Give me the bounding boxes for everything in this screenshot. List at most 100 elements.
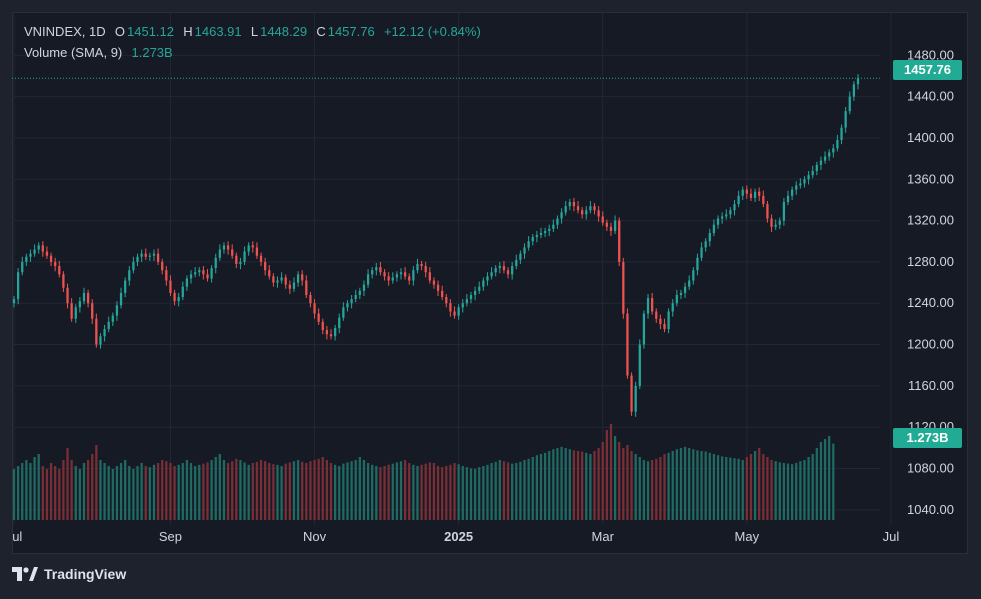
volume-bar bbox=[387, 464, 390, 520]
candle-body bbox=[333, 328, 337, 337]
volume-bar bbox=[712, 454, 716, 520]
volume-bar bbox=[41, 466, 44, 520]
volume-bar bbox=[716, 455, 720, 520]
volume-bar bbox=[210, 460, 213, 520]
candle-body bbox=[741, 189, 744, 196]
volume-bar bbox=[366, 463, 370, 520]
volume-bar bbox=[745, 457, 748, 520]
volume-bar bbox=[552, 449, 555, 520]
volume-bar bbox=[226, 463, 230, 520]
candle-body bbox=[659, 318, 662, 324]
volume-bar bbox=[556, 448, 559, 520]
volume-bar bbox=[589, 454, 592, 520]
volume-bar bbox=[45, 469, 49, 520]
candle-body bbox=[424, 266, 427, 273]
volume-bar bbox=[560, 446, 563, 520]
candle-body bbox=[832, 148, 835, 153]
price-axis[interactable]: 1480.00 1440.00 1400.00 1360.00 1320.00 1280.… bbox=[907, 47, 954, 517]
volume-bar bbox=[478, 467, 481, 520]
volume-bar bbox=[725, 457, 728, 520]
open-value: 1451.12 bbox=[127, 24, 174, 39]
candle-body bbox=[568, 202, 571, 207]
candle-body bbox=[136, 256, 139, 262]
candle-body bbox=[111, 315, 114, 322]
volume-bar bbox=[99, 460, 102, 520]
candle-body bbox=[358, 290, 361, 295]
candle-body bbox=[383, 272, 386, 277]
volume-bar bbox=[790, 464, 794, 520]
price-chart[interactable]: 1480.00 1440.00 1400.00 1360.00 1320.00 1280.… bbox=[12, 12, 968, 554]
candle-body bbox=[395, 274, 399, 278]
volume-label[interactable]: Volume (SMA, 9) bbox=[24, 45, 123, 60]
volume-bar bbox=[424, 463, 427, 520]
candle-body bbox=[214, 257, 217, 269]
tradingview-logo[interactable]: TradingView bbox=[12, 566, 126, 582]
volume-bar bbox=[21, 463, 24, 520]
volume-bar bbox=[161, 460, 164, 520]
volume-bar bbox=[255, 461, 259, 520]
volume-bar bbox=[325, 460, 329, 520]
volume-bar bbox=[78, 469, 82, 520]
candle-body bbox=[786, 195, 790, 203]
candle-body bbox=[848, 96, 851, 112]
volume-bar bbox=[247, 464, 250, 520]
candle-body bbox=[329, 334, 333, 337]
candle-body bbox=[704, 241, 707, 248]
volume-bar bbox=[284, 463, 287, 520]
candle-body bbox=[449, 303, 452, 312]
candle-body bbox=[618, 220, 621, 262]
ohlc-legend: VNINDEX, 1D O 1451.12 H 1463.91 L 1448.29 C… bbox=[24, 24, 483, 39]
volume-bar bbox=[696, 450, 699, 520]
candle-body bbox=[585, 210, 588, 215]
candle-body bbox=[152, 253, 156, 256]
candle-body bbox=[177, 297, 180, 302]
candle-body bbox=[346, 303, 349, 308]
candle-body bbox=[296, 274, 300, 283]
volume-bar bbox=[235, 458, 238, 520]
volume-bar bbox=[527, 458, 530, 520]
volume-bar bbox=[568, 449, 571, 520]
candle-body bbox=[795, 185, 798, 190]
candle-body bbox=[721, 216, 724, 219]
x-tick-label: May bbox=[735, 529, 760, 544]
volume-bar bbox=[811, 454, 814, 520]
volume-bars bbox=[12, 424, 835, 520]
volume-bar bbox=[823, 439, 827, 520]
volume-bar bbox=[107, 466, 110, 520]
candle-body bbox=[663, 323, 666, 330]
candle-body bbox=[807, 175, 810, 180]
volume-bar bbox=[663, 454, 666, 520]
candle-body bbox=[856, 78, 860, 85]
candle-body bbox=[478, 286, 481, 291]
candle-body bbox=[733, 204, 736, 211]
time-axis[interactable]: Jul Sep Nov 2025 Mar May Jul bbox=[12, 529, 899, 544]
candle-body bbox=[91, 303, 94, 319]
volume-bar bbox=[276, 464, 279, 520]
candle-body bbox=[531, 237, 534, 242]
candle-body bbox=[490, 272, 493, 277]
volume-bar bbox=[819, 442, 823, 520]
volume-bar bbox=[156, 463, 160, 520]
candle-body bbox=[651, 298, 654, 312]
candle-body bbox=[41, 245, 44, 252]
volume-bar bbox=[119, 463, 123, 520]
candle-body bbox=[445, 297, 448, 304]
volume-bar bbox=[268, 463, 271, 520]
volume-bar bbox=[741, 460, 744, 520]
volume-bar bbox=[539, 454, 543, 520]
y-tick-label: 1400.00 bbox=[907, 130, 954, 145]
candle-body bbox=[461, 303, 464, 308]
volume-bar bbox=[465, 467, 469, 520]
symbol-label[interactable]: VNINDEX, 1D bbox=[24, 24, 106, 39]
volume-bar bbox=[445, 466, 448, 520]
candle-body bbox=[696, 257, 699, 271]
volume-bar bbox=[259, 460, 263, 520]
volume-bar bbox=[815, 448, 818, 520]
candle-body bbox=[432, 280, 436, 285]
volume-bar bbox=[222, 460, 226, 520]
volume-bar bbox=[185, 460, 189, 520]
volume-bar bbox=[774, 461, 777, 520]
candle-body bbox=[218, 249, 221, 258]
volume-bar bbox=[634, 454, 637, 520]
volume-bar bbox=[342, 463, 345, 520]
